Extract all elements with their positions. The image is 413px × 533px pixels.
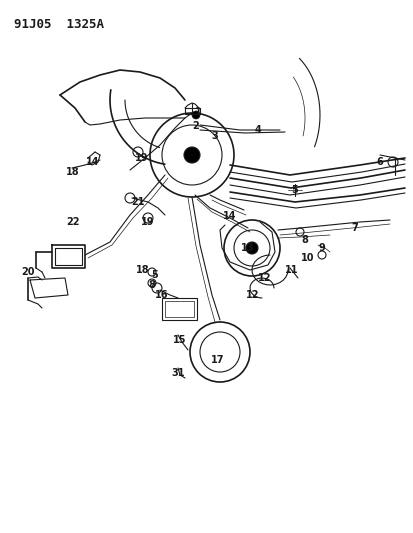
Text: 4: 4: [254, 125, 261, 135]
Text: 1: 1: [194, 107, 201, 117]
Text: 19: 19: [135, 153, 148, 163]
Text: 16: 16: [155, 290, 169, 300]
Text: 11: 11: [285, 265, 298, 275]
Text: 12: 12: [246, 290, 259, 300]
Circle shape: [183, 147, 199, 163]
Text: 5: 5: [291, 185, 298, 195]
Text: 2: 2: [192, 121, 199, 131]
Bar: [161, 298, 197, 320]
Text: 9: 9: [318, 243, 325, 253]
Text: 5: 5: [151, 270, 158, 280]
Text: 14: 14: [223, 211, 236, 221]
Text: 6: 6: [376, 157, 382, 167]
Text: 22: 22: [66, 217, 80, 227]
Text: 12: 12: [258, 273, 271, 283]
Text: 13: 13: [241, 243, 254, 253]
Text: 14: 14: [86, 157, 100, 167]
Text: 18: 18: [136, 265, 150, 275]
Text: 21: 21: [131, 197, 145, 207]
Text: 10: 10: [301, 253, 314, 263]
Bar: [165, 301, 194, 317]
Text: 15: 15: [173, 335, 186, 345]
Text: 17: 17: [211, 355, 224, 365]
Circle shape: [192, 111, 199, 119]
Text: 18: 18: [66, 167, 80, 177]
Text: 8: 8: [301, 235, 308, 245]
Text: 31: 31: [171, 368, 184, 378]
Circle shape: [245, 242, 257, 254]
Text: 7: 7: [351, 223, 358, 233]
Text: 20: 20: [21, 267, 35, 277]
Text: 8: 8: [148, 280, 155, 290]
Text: 3: 3: [211, 131, 218, 141]
Text: 91J05  1325A: 91J05 1325A: [14, 18, 104, 31]
Text: 19: 19: [141, 217, 154, 227]
